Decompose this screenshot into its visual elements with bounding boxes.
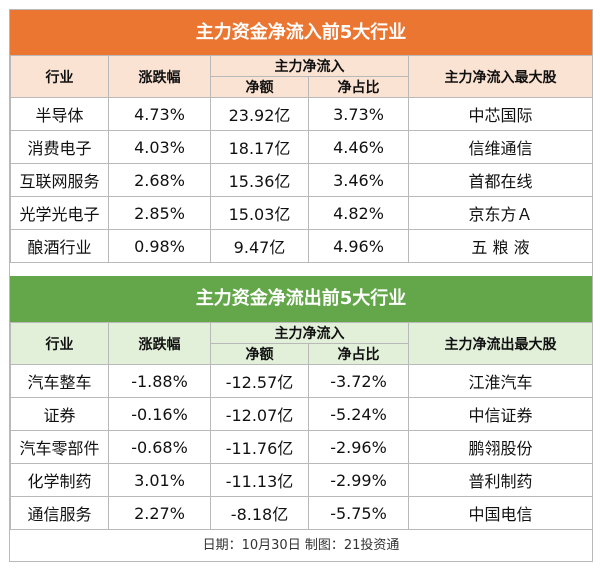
cell-ratio: 3.73% [308, 97, 409, 131]
cell-stock: 中芯国际 [408, 97, 593, 131]
header-net-ratio: 净占比 [308, 343, 409, 365]
inflow-subheader-row: 净额 净占比 [11, 76, 593, 98]
cell-amount: -12.57亿 [210, 364, 309, 398]
cell-ratio: -2.96% [308, 430, 409, 464]
cell-change: 3.01% [108, 463, 211, 497]
cell-industry: 半导体 [10, 97, 109, 131]
header-top-stock: 主力净流入最大股 [408, 55, 593, 98]
table-row: 化学制药 3.01% -11.13亿 -2.99% 普利制药 [10, 463, 593, 497]
table-row: 消费电子 4.03% 18.17亿 4.46% 信维通信 [10, 130, 593, 164]
header-net-ratio: 净占比 [308, 76, 409, 98]
cell-amount: 15.03亿 [210, 196, 309, 230]
cell-change: 2.68% [108, 163, 211, 197]
table-row: 证券 -0.16% -12.07亿 -5.24% 中信证券 [10, 397, 593, 431]
footer-credit: 日期：10月30日 制图：21投资通 [202, 538, 400, 553]
cell-industry: 化学制药 [10, 463, 109, 497]
cell-ratio: -5.24% [308, 397, 409, 431]
cell-ratio: -3.72% [308, 364, 409, 398]
cell-industry: 光学光电子 [10, 196, 109, 230]
cell-amount: -8.18亿 [210, 496, 309, 530]
cell-industry: 证券 [10, 397, 109, 431]
cell-stock: 中信证券 [408, 397, 593, 431]
header-net-group: 主力净流入 [210, 55, 409, 77]
table-row: 酿酒行业 0.98% 9.47亿 4.96% 五 粮 液 [10, 229, 593, 263]
cell-stock: 信维通信 [408, 130, 593, 164]
header-industry: 行业 [10, 322, 109, 365]
cell-industry: 酿酒行业 [10, 229, 109, 263]
cell-amount: 18.17亿 [210, 130, 309, 164]
cell-ratio: -2.99% [308, 463, 409, 497]
cell-amount: 9.47亿 [210, 229, 309, 263]
inflow-header-row: 行业 涨跌幅 主力净流入 主力净流入最大股 [10, 55, 593, 98]
cell-ratio: 4.82% [308, 196, 409, 230]
header-net-group: 主力净流入 [210, 322, 409, 344]
table-row: 半导体 4.73% 23.92亿 3.73% 中芯国际 [10, 97, 593, 131]
table-row: 汽车整车 -1.88% -12.57亿 -3.72% 江淮汽车 [10, 364, 593, 398]
cell-change: -0.68% [108, 430, 211, 464]
cell-ratio: 4.46% [308, 130, 409, 164]
cell-industry: 通信服务 [10, 496, 109, 530]
outflow-header-row: 行业 涨跌幅 主力净流入 主力净流出最大股 [10, 322, 593, 365]
header-change: 涨跌幅 [108, 322, 211, 365]
cell-change: 0.98% [108, 229, 211, 263]
cell-ratio: 4.96% [308, 229, 409, 263]
cell-change: -0.16% [108, 397, 211, 431]
cell-stock: 五 粮 液 [408, 229, 593, 263]
cell-amount: 15.36亿 [210, 163, 309, 197]
cell-change: -1.88% [108, 364, 211, 398]
cell-industry: 消费电子 [10, 130, 109, 164]
cell-stock: 鹏翎股份 [408, 430, 593, 464]
cell-amount: 23.92亿 [210, 97, 309, 131]
inflow-title: 主力资金净流入前5大行业 [10, 10, 592, 55]
cell-stock: 京东方Ａ [408, 196, 593, 230]
header-net-amount: 净额 [210, 76, 309, 98]
cell-stock: 江淮汽车 [408, 364, 593, 398]
header-industry: 行业 [10, 55, 109, 98]
cell-change: 2.27% [108, 496, 211, 530]
cell-change: 4.03% [108, 130, 211, 164]
cell-amount: -11.13亿 [210, 463, 309, 497]
cell-stock: 普利制药 [408, 463, 593, 497]
cell-stock: 首都在线 [408, 163, 593, 197]
cell-industry: 汽车零部件 [10, 430, 109, 464]
cell-stock: 中国电信 [408, 496, 593, 530]
header-change: 涨跌幅 [108, 55, 211, 98]
header-top-stock: 主力净流出最大股 [408, 322, 593, 365]
outflow-subheader-row: 净额 净占比 [11, 343, 593, 365]
cell-ratio: -5.75% [308, 496, 409, 530]
cell-amount: -12.07亿 [210, 397, 309, 431]
outflow-table: 行业 涨跌幅 主力净流入 主力净流出最大股 净额 净占比 汽车整车 -1.88%… [10, 322, 593, 530]
cell-change: 4.73% [108, 97, 211, 131]
cell-amount: -11.76亿 [210, 430, 309, 464]
cell-change: 2.85% [108, 196, 211, 230]
table-row: 汽车零部件 -0.68% -11.76亿 -2.96% 鹏翎股份 [10, 430, 593, 464]
cell-industry: 汽车整车 [10, 364, 109, 398]
cell-industry: 互联网服务 [10, 163, 109, 197]
fund-flow-report: 主力资金净流入前5大行业 行业 涨跌幅 主力净流入 主力净流入最大股 净额 净占… [9, 9, 593, 562]
inflow-table: 行业 涨跌幅 主力净流入 主力净流入最大股 净额 净占比 半导体 4.73% 2… [10, 55, 593, 263]
header-net-amount: 净额 [210, 343, 309, 365]
table-row: 互联网服务 2.68% 15.36亿 3.46% 首都在线 [10, 163, 593, 197]
table-row: 通信服务 2.27% -8.18亿 -5.75% 中国电信 [10, 496, 593, 530]
outflow-title: 主力资金净流出前5大行业 [10, 276, 592, 322]
table-row: 光学光电子 2.85% 15.03亿 4.82% 京东方Ａ [10, 196, 593, 230]
cell-ratio: 3.46% [308, 163, 409, 197]
